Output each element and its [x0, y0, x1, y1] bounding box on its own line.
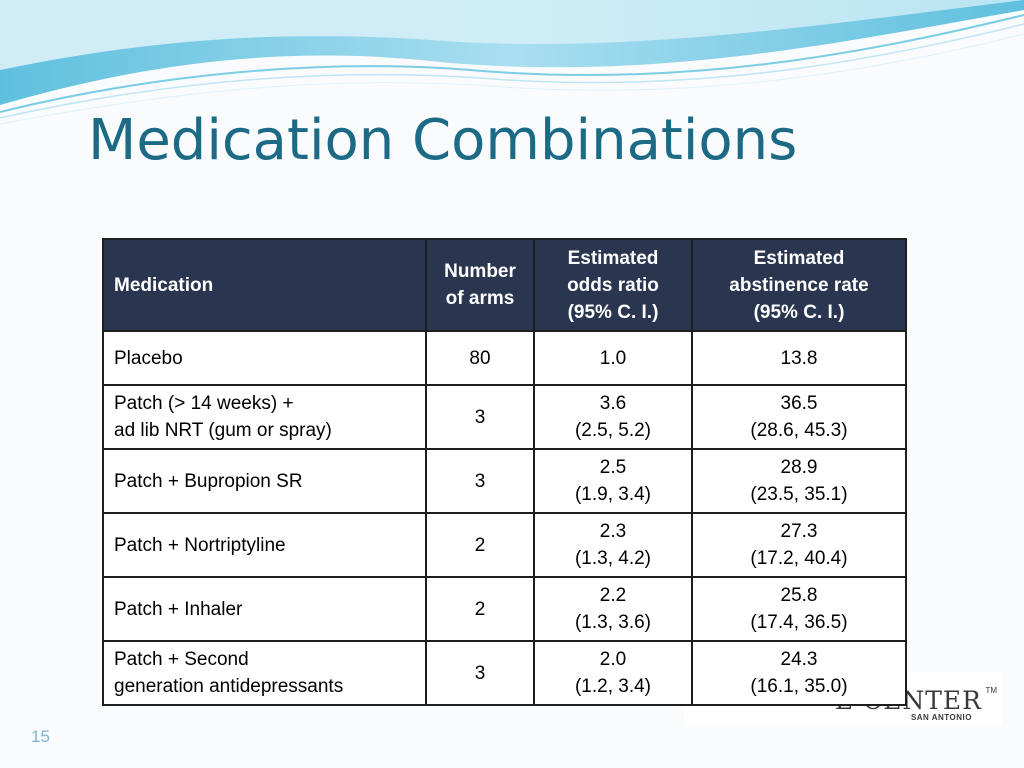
cell-medication: Placebo [102, 330, 427, 386]
cell-text-line: (1.9, 3.4) [574, 484, 652, 505]
cell-text-line: 2.3 [599, 521, 627, 542]
cell-text-line: 2.2 [599, 585, 627, 606]
cell-arms: 3 [425, 640, 535, 706]
cell-text-line: 24.3 [780, 649, 818, 670]
cell-text-line: (1.2, 3.4) [574, 676, 652, 697]
table-row: Patch (> 14 weeks) + ad lib NRT (gum or … [102, 384, 907, 450]
header-text-line: odds ratio [567, 274, 659, 296]
page-number: 15 [31, 727, 50, 746]
cell-medication: Patch + Second generation antidepressant… [102, 640, 427, 706]
cell-text-line: 36.5 [780, 393, 818, 414]
cell-text-line: 28.9 [780, 457, 818, 478]
header-text-line: of arms [445, 288, 515, 309]
logo-trademark: TM [985, 686, 997, 695]
cell-odds-ratio: 1.0 [533, 330, 693, 386]
logo-location: SAN ANTONIO [910, 713, 972, 722]
cell-odds-ratio: 2.2 (1.3, 3.6) [533, 576, 693, 642]
cell-abstinence-rate: 24.3 (16.1, 35.0) [691, 640, 907, 706]
cell-abstinence-rate: 36.5 (28.6, 45.3) [691, 384, 907, 450]
cell-abstinence-rate: 13.8 [691, 330, 907, 386]
header-text-line: Number [444, 261, 516, 282]
cell-text-line: (1.3, 4.2) [574, 548, 652, 569]
cell-text-line: 13.8 [780, 347, 818, 369]
cell-arms: 2 [425, 512, 535, 578]
header-abstinence-rate: Estimated abstinence rate (95% C. I.) [691, 238, 907, 332]
cell-text-line: Patch + Second [114, 649, 249, 670]
header-medication: Medication [102, 238, 427, 332]
cell-text-line: 2.5 [599, 457, 627, 478]
cell-abstinence-rate: 25.8 (17.4, 36.5) [691, 576, 907, 642]
cell-abstinence-rate: 27.3 (17.2, 40.4) [691, 512, 907, 578]
header-text-line: Estimated [753, 247, 845, 269]
header-text-line: abstinence rate [729, 274, 869, 296]
cell-odds-ratio: 2.3 (1.3, 4.2) [533, 512, 693, 578]
cell-odds-ratio: 2.5 (1.9, 3.4) [533, 448, 693, 514]
header-text-line: (95% C. I.) [567, 301, 659, 323]
cell-text-line: (23.5, 35.1) [750, 484, 848, 505]
cell-text-line: (1.3, 3.6) [574, 612, 652, 633]
table-row: Patch + Bupropion SR 3 2.5 (1.9, 3.4) 28… [102, 448, 907, 514]
cell-text-line: (17.2, 40.4) [750, 548, 848, 569]
table-row: Patch + Inhaler 2 2.2 (1.3, 3.6) 25.8 (1… [102, 576, 907, 642]
cell-text-line: generation antidepressants [114, 676, 344, 697]
header-wave-decoration [0, 0, 1024, 125]
cell-arms: 2 [425, 576, 535, 642]
table-row: Patch + Second generation antidepressant… [102, 640, 907, 706]
cell-medication: Patch + Nortriptyline [102, 512, 427, 578]
cell-text-line: (17.4, 36.5) [750, 612, 848, 633]
header-text-line: Estimated [567, 247, 659, 269]
cell-text-line: 2.0 [599, 649, 627, 670]
cell-text-line: Patch + Inhaler [114, 598, 243, 620]
cell-text-line: 27.3 [780, 521, 818, 542]
cell-medication: Patch + Inhaler [102, 576, 427, 642]
header-odds-ratio: Estimated odds ratio (95% C. I.) [533, 238, 693, 332]
cell-abstinence-rate: 28.9 (23.5, 35.1) [691, 448, 907, 514]
header-number-of-arms: Number of arms [425, 238, 535, 332]
cell-odds-ratio: 3.6 (2.5, 5.2) [533, 384, 693, 450]
cell-text-line: ad lib NRT (gum or spray) [114, 420, 332, 441]
slide-title: Medication Combinations [88, 108, 798, 173]
cell-text-line: (2.5, 5.2) [574, 420, 652, 441]
cell-arms: 3 [425, 448, 535, 514]
cell-text-line: 3.6 [599, 393, 627, 414]
cell-text-line: (16.1, 35.0) [750, 676, 848, 697]
header-text-line: (95% C. I.) [753, 301, 845, 323]
cell-medication: Patch (> 14 weeks) + ad lib NRT (gum or … [102, 384, 427, 450]
cell-odds-ratio: 2.0 (1.2, 3.4) [533, 640, 693, 706]
cell-text-line: 1.0 [599, 347, 627, 369]
table-row: Patch + Nortriptyline 2 2.3 (1.3, 4.2) 2… [102, 512, 907, 578]
table-header-row: Medication Number of arms Estimated odds… [102, 238, 907, 332]
cell-arms: 3 [425, 384, 535, 450]
cell-medication: Patch + Bupropion SR [102, 448, 427, 514]
cell-text-line: Patch + Nortriptyline [114, 534, 286, 556]
cell-text-line: 25.8 [780, 585, 818, 606]
medication-table: Medication Number of arms Estimated odds… [102, 238, 907, 706]
cell-text-line: Patch + Bupropion SR [114, 470, 303, 492]
cell-text-line: (28.6, 45.3) [750, 420, 848, 441]
cell-arms: 80 [425, 330, 535, 386]
cell-text-line: Patch (> 14 weeks) + [114, 393, 294, 414]
table-row: Placebo 80 1.0 13.8 [102, 330, 907, 386]
cell-text-line: Placebo [114, 347, 183, 369]
